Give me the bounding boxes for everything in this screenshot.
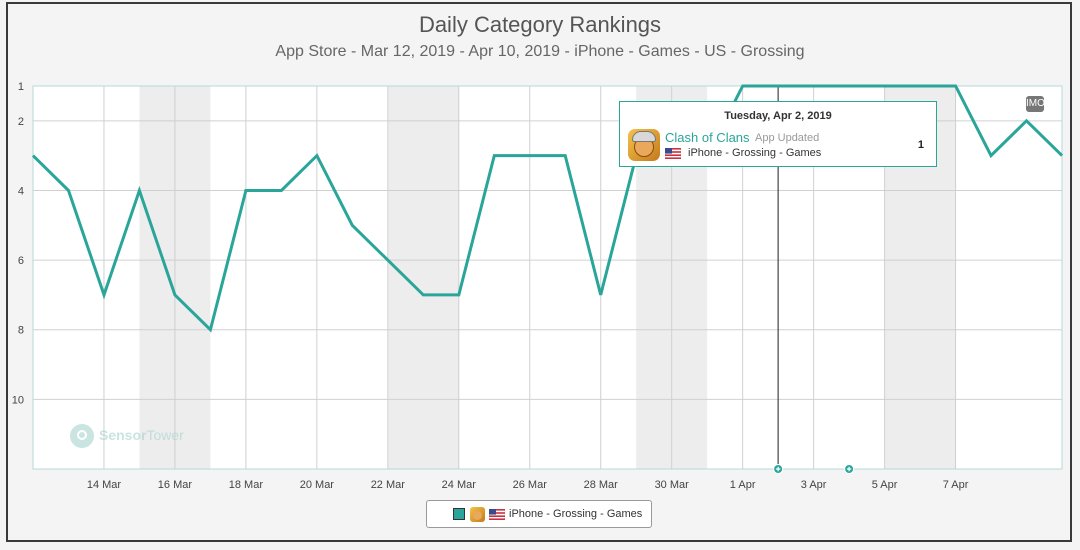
- legend-label: iPhone - Grossing - Games: [509, 508, 643, 520]
- x-tick-label: 3 Apr: [801, 479, 827, 491]
- x-tick-label: 18 Mar: [229, 479, 264, 491]
- x-tick-label: 30 Mar: [655, 479, 690, 491]
- us-flag-icon: [665, 148, 681, 159]
- legend-swatch[interactable]: [453, 508, 465, 520]
- legend-app-icon: [470, 507, 485, 522]
- x-tick-label: 28 Mar: [584, 479, 619, 491]
- data-tooltip: Tuesday, Apr 2, 2019 Clash of Clans App …: [619, 101, 937, 167]
- x-tick-label: 14 Mar: [87, 479, 122, 491]
- series-line-0: [31, 84, 1064, 333]
- tooltip-note: App Updated: [755, 132, 820, 144]
- x-tick-label: 22 Mar: [371, 479, 406, 491]
- x-tick-label: 5 Apr: [872, 479, 898, 491]
- plus-icon: [775, 466, 781, 472]
- y-tick-label: 8: [18, 325, 24, 337]
- x-tick-label: 26 Mar: [513, 479, 548, 491]
- plot-border: [32, 85, 1063, 470]
- tooltip-date: Tuesday, Apr 2, 2019: [724, 110, 832, 122]
- chart-title: Daily Category Rankings: [418, 12, 662, 37]
- y-tick-label: 6: [18, 255, 24, 267]
- corner-badge[interactable]: IMO: [1026, 96, 1044, 112]
- chart-legend[interactable]: iPhone - Grossing - Games: [426, 500, 652, 528]
- sensortower-logo-icon: [70, 424, 94, 448]
- x-tick-label: 20 Mar: [300, 479, 335, 491]
- y-tick-label: 2: [18, 116, 24, 128]
- tooltip-app-name[interactable]: Clash of Clans: [665, 130, 750, 145]
- plus-icon: [846, 466, 852, 472]
- x-tick-label: 7 Apr: [943, 479, 969, 491]
- x-tick-label: 1 Apr: [730, 479, 756, 491]
- app-icon: [628, 129, 660, 161]
- tooltip-value: 1: [917, 139, 924, 151]
- y-tick-label: 10: [12, 394, 24, 406]
- watermark-text: SensorTower: [99, 427, 184, 443]
- legend-us-flag-icon: [489, 509, 505, 520]
- tooltip-category: iPhone - Grossing - Games: [688, 147, 822, 159]
- x-tick-label: 24 Mar: [442, 479, 477, 491]
- chart-subtitle: App Store - Mar 12, 2019 - Apr 10, 2019 …: [275, 43, 805, 60]
- y-tick-label: 4: [18, 185, 24, 197]
- weekend-band-1: [387, 86, 459, 469]
- sensortower-watermark: SensorTower: [70, 423, 200, 451]
- y-tick-label: 1: [18, 81, 24, 93]
- x-tick-label: 16 Mar: [158, 479, 193, 491]
